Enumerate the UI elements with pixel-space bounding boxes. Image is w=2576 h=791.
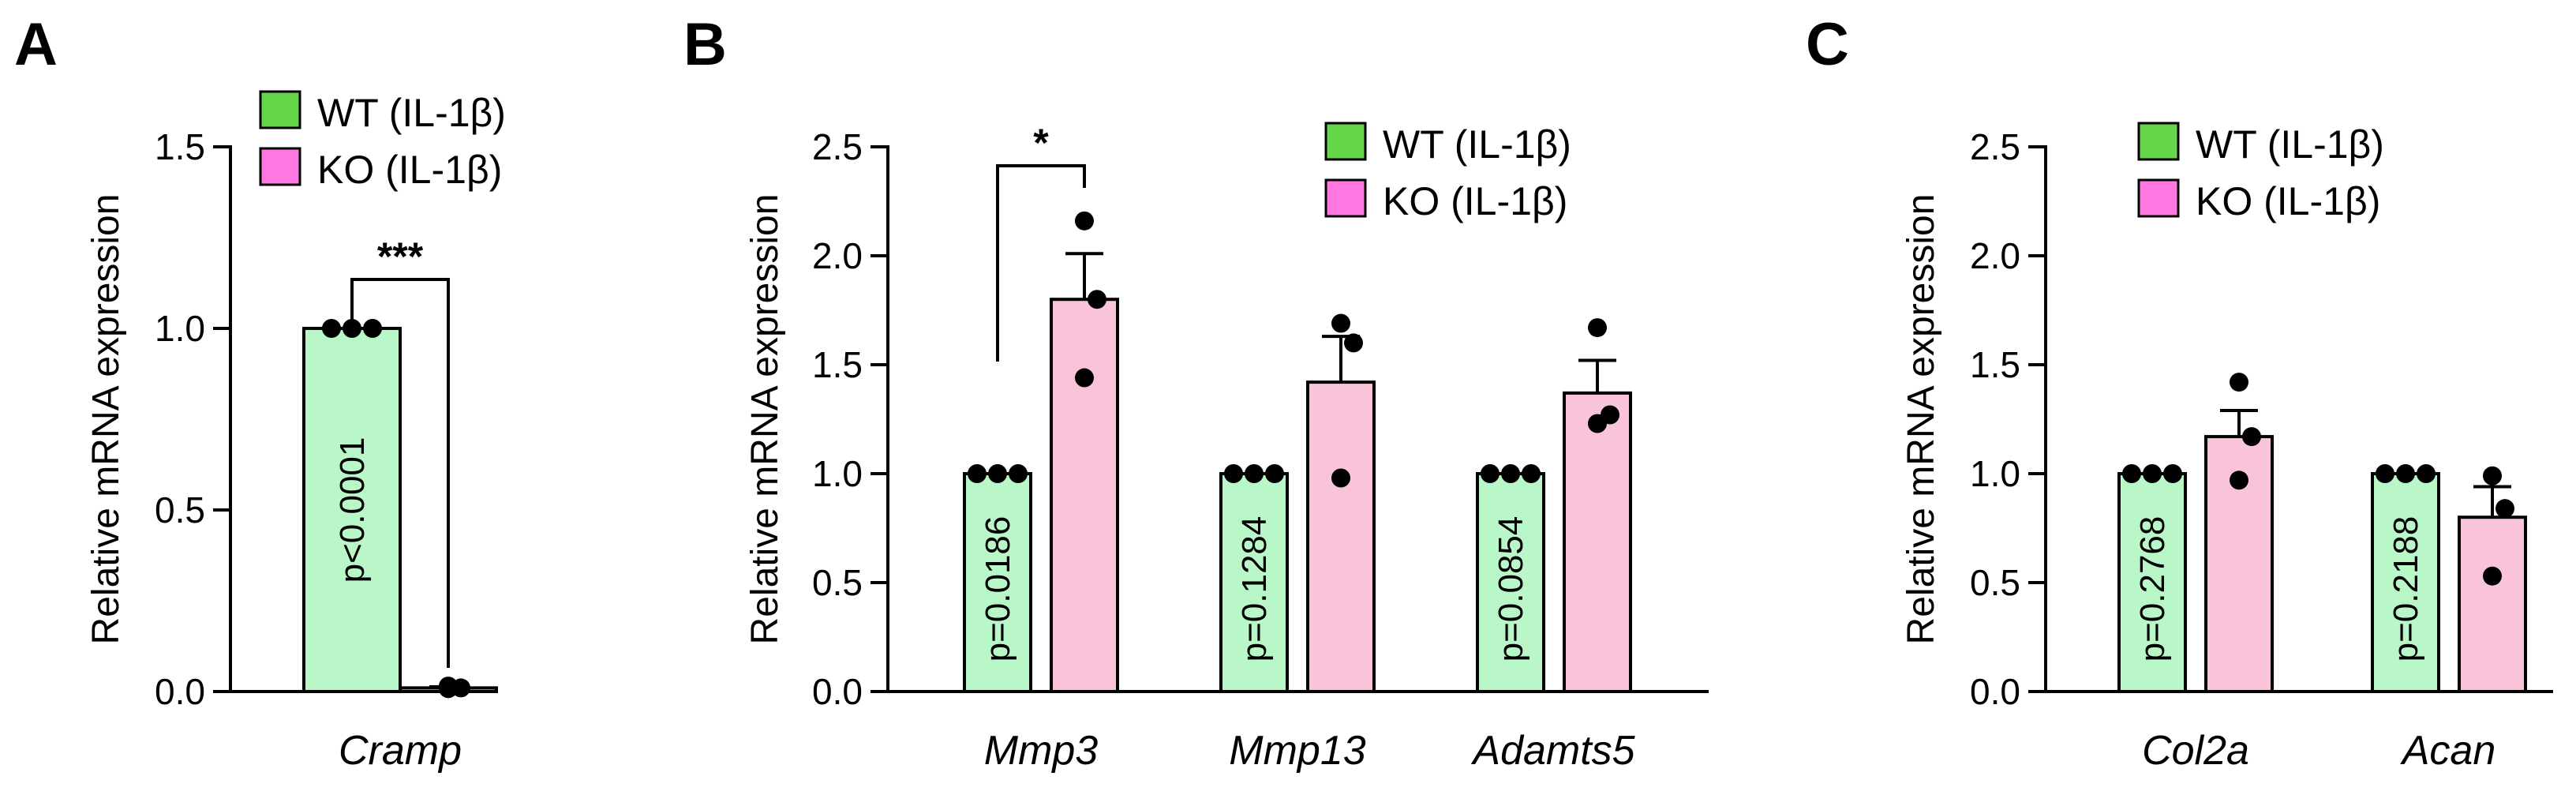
y-tick-label: 2.5	[812, 126, 863, 167]
data-point	[968, 464, 987, 483]
data-point	[2143, 464, 2162, 483]
data-point	[1075, 368, 1094, 388]
p-value-label: p<0.0001	[333, 437, 372, 583]
p-value-label: p=0.1284	[1235, 516, 1274, 662]
data-point	[2122, 464, 2141, 483]
data-point	[1588, 414, 1607, 433]
y-tick-label: 1.5	[155, 126, 205, 167]
panel-letter: A	[14, 11, 58, 78]
p-value-label: p=0.0854	[1492, 516, 1530, 662]
panel-b: B 0.0 0.5 1.0 1.5 2.0 2.5 Relative mRNA express…	[683, 11, 1709, 774]
data-point	[343, 319, 361, 338]
bar-wt	[2117, 472, 2187, 693]
data-point	[1481, 464, 1500, 483]
legend-label: KO (IL-1β)	[317, 148, 502, 192]
data-point	[1088, 290, 1106, 309]
y-tick-label: 2.5	[1970, 126, 2020, 167]
category-label: Col2a	[2142, 728, 2249, 774]
y-tick-label: 0.0	[1970, 671, 2020, 712]
bar-wt	[1219, 472, 1289, 693]
significance-bracket	[996, 164, 1086, 362]
category-label: Mmp3	[984, 728, 1099, 774]
data-point	[322, 319, 341, 338]
y-tick-label: 0.5	[1970, 562, 2020, 603]
legend-swatch-wt	[2137, 122, 2180, 161]
legend-label: KO (IL-1β)	[1383, 179, 1567, 223]
data-point	[1588, 318, 1607, 338]
data-point	[1224, 464, 1243, 483]
legend-label: WT (IL-1β)	[1383, 122, 1571, 167]
data-point	[1009, 464, 1028, 483]
category-label: Mmp13	[1229, 728, 1365, 774]
data-point	[2242, 427, 2261, 447]
y-tick-label: 1.0	[155, 308, 205, 349]
bar-wt	[302, 327, 402, 693]
bar-wt	[963, 472, 1032, 693]
legend-swatch-wt	[1324, 122, 1367, 161]
bar-ko	[1563, 391, 1632, 693]
legend-swatch-ko	[2137, 178, 2180, 218]
bar-ko	[1050, 298, 1119, 693]
significance-bracket	[350, 278, 450, 668]
data-point	[2396, 464, 2415, 483]
data-point	[1265, 464, 1284, 483]
category-label: Cramp	[339, 728, 462, 774]
data-point	[1522, 464, 1541, 483]
panel-c: C 0.0 0.5 1.0 1.5 2.0 2.5 Relative mRNA express…	[1806, 11, 2553, 774]
category-label: Acan	[2400, 728, 2496, 774]
legend-swatch-ko	[1324, 178, 1367, 218]
data-point	[1245, 464, 1264, 483]
data-point	[2163, 464, 2182, 483]
panel-letter: C	[1806, 11, 1849, 78]
y-tick-label: 1.5	[812, 344, 863, 385]
legend-label: WT (IL-1β)	[2196, 122, 2384, 167]
data-point	[439, 679, 458, 699]
category-label: Adamts5	[1470, 728, 1635, 774]
y-axis-label: Relative mRNA expression	[85, 194, 127, 645]
bar-ko	[1306, 381, 1376, 693]
y-axis-label: Relative mRNA expression	[1900, 194, 1942, 645]
data-point	[2496, 499, 2514, 519]
panel-a: A 0.0 0.5 1.0 1.5 Relative mRNA expression p<0…	[14, 11, 506, 774]
data-point	[988, 464, 1007, 483]
data-point	[2483, 566, 2502, 586]
legend-label: WT (IL-1β)	[317, 91, 506, 135]
legend-swatch-ko	[259, 147, 301, 186]
y-tick-label: 2.0	[1970, 235, 2020, 276]
y-tick-label: 0.0	[812, 671, 863, 712]
data-point	[1075, 211, 1094, 231]
y-axis-label: Relative mRNA expression	[744, 194, 786, 645]
p-value-label: p=0.0186	[979, 516, 1017, 662]
data-point	[1331, 468, 1350, 488]
p-value-label: p=0.2768	[2133, 516, 2172, 662]
y-tick-label: 0.5	[155, 489, 205, 530]
y-tick-label: 0.5	[812, 562, 863, 603]
data-point	[1344, 333, 1363, 353]
y-tick-label: 1.5	[1970, 344, 2020, 385]
y-tick-label: 2.0	[812, 235, 863, 276]
data-point	[2230, 470, 2248, 490]
data-point	[2417, 464, 2436, 483]
data-point	[2230, 373, 2248, 392]
data-point	[2483, 466, 2502, 485]
bar-ko	[2458, 515, 2527, 694]
y-tick-label: 0.0	[155, 671, 205, 712]
significance-stars: *	[1033, 121, 1049, 165]
y-tick-label: 1.0	[812, 453, 863, 494]
bar-wt	[2371, 472, 2440, 693]
data-point	[1331, 313, 1350, 333]
y-tick-label: 1.0	[1970, 453, 2020, 494]
legend-label: KO (IL-1β)	[2196, 179, 2380, 223]
panel-letter: B	[683, 11, 727, 78]
data-point	[2376, 464, 2394, 483]
data-point	[363, 319, 382, 338]
significance-stars: ***	[377, 234, 424, 279]
p-value-label: p=0.2188	[2387, 516, 2425, 662]
data-point	[1501, 464, 1520, 483]
legend-swatch-wt	[259, 90, 301, 129]
